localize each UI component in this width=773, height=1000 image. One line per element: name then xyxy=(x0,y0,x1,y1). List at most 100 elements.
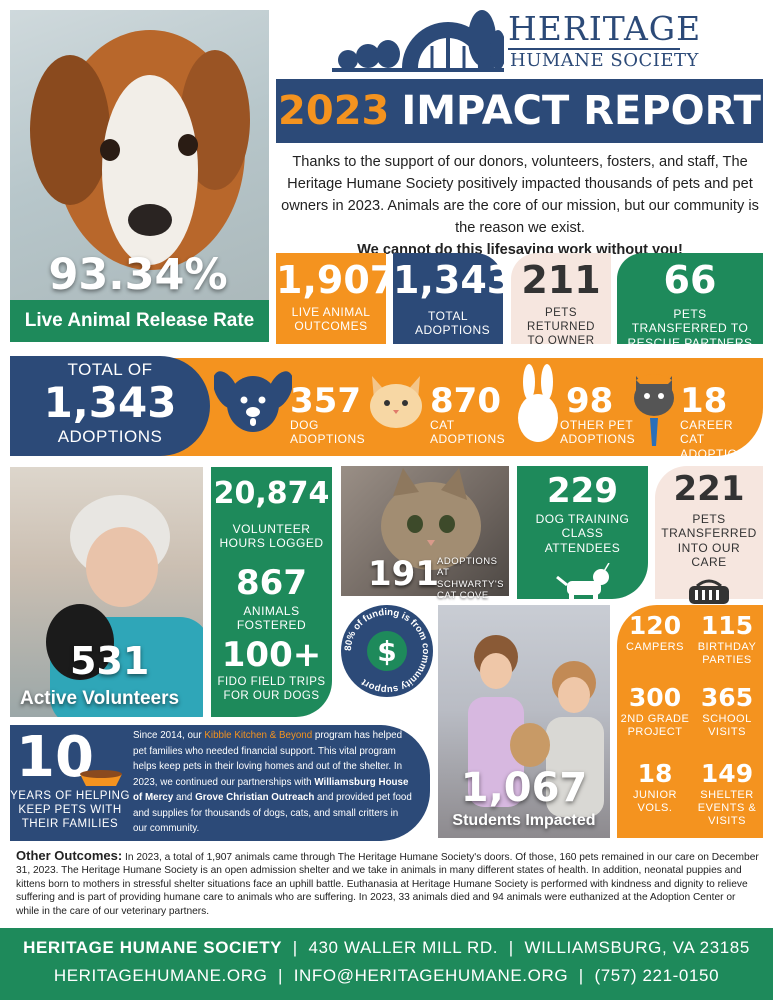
stat-label: Total Adoptions xyxy=(415,309,491,338)
edu-stat-label: School Visits xyxy=(702,713,752,739)
funding-badge: $ 80% of funding is from community suppo… xyxy=(340,604,434,698)
logo: Heritage Humane Society xyxy=(332,8,732,76)
footer-org-name: HERITAGE HUMANE SOCIETY xyxy=(23,938,283,957)
footer-separator: | xyxy=(573,966,595,985)
other-adoptions-value: 98 xyxy=(566,381,614,421)
org-name-line2: Humane Society xyxy=(510,50,699,71)
volunteers-label: Active Volunteers xyxy=(20,688,180,709)
pet-carrier-icon xyxy=(689,579,729,604)
edu-stat-label: Shelter Events & Visits xyxy=(697,789,757,828)
title-year: 2023 xyxy=(278,88,390,134)
release-rate-value: 93.34% xyxy=(48,250,228,300)
edu-stat-value: 120 xyxy=(628,611,682,640)
intro-paragraph: Thanks to the support of our donors, vol… xyxy=(281,154,759,236)
kibble-years-value: 10 xyxy=(16,725,94,790)
other-outcomes-heading: Other Outcomes: xyxy=(16,848,123,863)
edu-stat-value: 365 xyxy=(700,683,754,712)
dog-adoptions-value: 357 xyxy=(290,381,361,421)
fostered-label: Animals Fostered xyxy=(236,604,307,633)
edu-stat-value: 300 xyxy=(628,683,682,712)
dog-training: 229 Dog Training Class Attendees xyxy=(517,466,648,610)
kibble-text-part: program has helped pet families who need… xyxy=(133,730,403,788)
stat-live-outcomes: 1,907 Live Animal Outcomes xyxy=(276,253,397,344)
dog-icon xyxy=(214,371,292,432)
footer-city: WILLIAMSBURG, VA 23185 xyxy=(524,938,750,957)
kibble-text-part: Since 2014, our xyxy=(133,730,205,741)
cat-adoptions-value: 870 xyxy=(430,381,501,421)
edu-stat-label: Junior Vols. xyxy=(633,789,677,815)
title-banner: 2023 IMPACT REPORT xyxy=(276,79,763,143)
stat-label: Pets Returned to Owner xyxy=(527,307,595,347)
education-grid: 120 Campers 115 Birthday Parties 300 2nd… xyxy=(617,605,763,838)
other-outcomes: Other Outcomes: In 2023, a total of 1,90… xyxy=(16,849,761,918)
edu-stat-value: 18 xyxy=(637,759,673,788)
other-adoptions-label: Other Pet Adoptions xyxy=(560,418,636,447)
edu-stat: 149 Shelter Events & Visits xyxy=(691,761,763,829)
transferred-in: 221 Pets Transferred into Our Care xyxy=(655,466,763,604)
cat-cove-label: Adoptions at Schwarty's Cat Cove xyxy=(437,556,504,602)
logo-animals-icon xyxy=(332,10,504,72)
kibble-kitchen xyxy=(10,725,430,841)
partner-grove-christian: Grove Christian Outreach xyxy=(195,792,315,803)
kibble-text: Since 2014, our Kibble Kitchen & Beyond … xyxy=(133,728,415,837)
org-name-line1: Heritage xyxy=(508,9,702,48)
partner-house-of-mercy: Williamsburg House of Mercy xyxy=(133,776,409,804)
edu-stat: 300 2nd Grade Project xyxy=(617,685,693,739)
intro-text: Thanks to the support of our donors, vol… xyxy=(280,151,760,261)
field-trips-value: 100+ xyxy=(221,635,322,675)
footer-separator: | xyxy=(287,938,309,957)
adoptions-total-pre: Total of xyxy=(67,360,153,379)
training-value: 229 xyxy=(547,471,618,511)
stat-value: 1,343 xyxy=(393,258,514,302)
career-cat-icon xyxy=(634,374,674,446)
kibble-text-part: and xyxy=(173,792,196,803)
edu-stat: 120 Campers xyxy=(617,613,693,654)
stat-value: 66 xyxy=(663,258,717,302)
kibble-years-label: Years of Helping Keep Pets with Their Fa… xyxy=(10,790,130,830)
transferred-in-label: Pets Transferred into Our Care xyxy=(661,512,757,570)
stat-value: 1,907 xyxy=(276,258,397,302)
stat-label: Pets Transferred to Rescue Partners xyxy=(627,307,753,350)
adoptions-total-post: Adoptions xyxy=(57,427,163,447)
stat-label: Live Animal Outcomes xyxy=(291,305,371,334)
svg-text:$: $ xyxy=(377,635,396,668)
footer-website-link[interactable]: HERITAGEHUMANE.ORG xyxy=(53,966,268,985)
volunteer-hours-value: 20,874 xyxy=(213,476,330,511)
career-adoptions-value: 18 xyxy=(680,381,728,421)
edu-stat-value: 115 xyxy=(700,611,754,640)
other-outcomes-text: In 2023, a total of 1,907 animals came t… xyxy=(16,852,759,917)
stat-transferred-rescue: 66 Pets Transferred to Rescue Partners xyxy=(617,253,763,350)
footer-address: 430 WALLER MILL RD. xyxy=(308,938,499,957)
transferred-in-value: 221 xyxy=(673,469,745,509)
cat-adoptions-label: Cat Adoptions xyxy=(430,418,506,447)
students-illustration xyxy=(468,635,604,817)
students-label: Students Impacted xyxy=(452,812,596,829)
career-adoptions-label: Career Cat Adoptions xyxy=(680,418,756,461)
release-rate-label: Live Animal Release Rate xyxy=(10,300,269,342)
footer: HERITAGE HUMANE SOCIETY | 430 WALLER MIL… xyxy=(0,928,773,1000)
cat-cove-photo xyxy=(341,466,509,596)
tabby-cat-illustration xyxy=(381,468,481,570)
title-text: IMPACT REPORT xyxy=(401,88,761,134)
funding-badge-graphic: $ 80% of funding is from community suppo… xyxy=(341,605,433,697)
edu-stat-value: 149 xyxy=(700,759,754,788)
training-label: Dog Training Class Attendees xyxy=(535,512,630,555)
stat-total-adoptions: 1,343 Total Adoptions xyxy=(393,253,514,344)
footer-email-link[interactable]: INFO@HERITAGEHUMANE.ORG xyxy=(293,966,569,985)
kibble-program-name: Kibble Kitchen & Beyond xyxy=(204,730,313,741)
students-photo xyxy=(438,605,610,838)
edu-stat-label: 2nd Grade Project xyxy=(620,713,690,739)
footer-separator: | xyxy=(272,966,294,985)
stat-returned-owner: 211 Pets Returned to Owner xyxy=(511,253,611,347)
release-rate-text: Live Animal Release Rate xyxy=(24,310,255,331)
footer-phone-link[interactable]: (757) 221-0150 xyxy=(594,966,720,985)
dog-adoptions-label: Dog Adoptions xyxy=(290,418,366,447)
stat-value: 211 xyxy=(521,258,601,302)
edu-stat-label: Birthday Parties xyxy=(697,641,757,667)
fostered-value: 867 xyxy=(236,563,307,603)
edu-stat: 115 Birthday Parties xyxy=(691,613,763,667)
dog-training-icon xyxy=(555,563,610,610)
volunteer-hours-label: Volunteer Hours Logged xyxy=(219,522,324,551)
kibble-text-part: and provided pet food and supplies for t… xyxy=(133,792,412,834)
adoptions-total: Total of 1,343 Adoptions xyxy=(10,356,210,456)
